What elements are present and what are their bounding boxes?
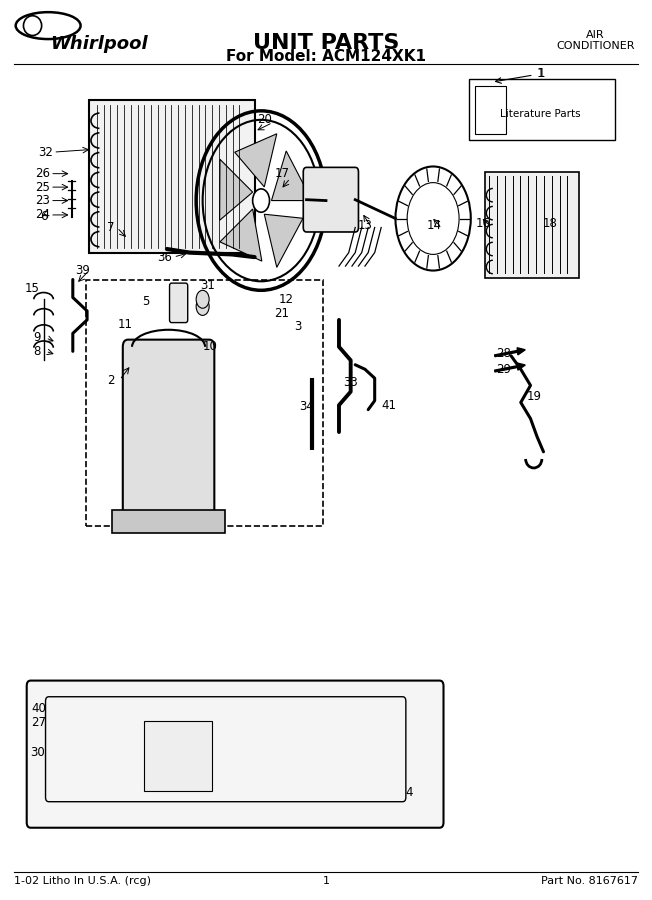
Text: 15: 15 [25, 282, 40, 295]
Polygon shape [220, 159, 253, 220]
Text: 17: 17 [274, 167, 289, 180]
Text: 6: 6 [40, 211, 48, 223]
Text: 11: 11 [117, 318, 132, 331]
Bar [144, 721, 213, 791]
Text: 31: 31 [200, 279, 215, 292]
Text: 1: 1 [538, 67, 545, 80]
Text: 40: 40 [31, 702, 46, 715]
Text: 39: 39 [75, 264, 90, 277]
Bar [485, 172, 579, 278]
FancyBboxPatch shape [27, 680, 443, 828]
Text: 30: 30 [30, 746, 44, 759]
Text: 13: 13 [357, 220, 372, 232]
Text: 25: 25 [35, 181, 50, 194]
Polygon shape [235, 134, 277, 187]
Text: 18: 18 [542, 218, 557, 230]
FancyArrow shape [495, 363, 526, 372]
Text: 41: 41 [381, 399, 396, 411]
Polygon shape [271, 151, 312, 201]
Bar [469, 79, 615, 140]
Text: AIR: AIR [586, 30, 605, 40]
Text: 32: 32 [38, 146, 53, 158]
Text: 33: 33 [344, 376, 358, 389]
Text: 5: 5 [142, 295, 149, 309]
Text: 16: 16 [475, 218, 490, 230]
Text: 19: 19 [526, 390, 541, 402]
Text: 8: 8 [33, 345, 41, 358]
Text: Literature Parts: Literature Parts [500, 109, 580, 119]
Text: 29: 29 [496, 363, 511, 376]
Text: 26: 26 [35, 167, 50, 180]
Text: 36: 36 [158, 250, 172, 264]
Text: 12: 12 [278, 292, 293, 306]
Text: For Model: ACM124XK1: For Model: ACM124XK1 [226, 49, 426, 64]
Text: 28: 28 [496, 346, 511, 360]
Text: 1-02 Litho In U.S.A. (rcg): 1-02 Litho In U.S.A. (rcg) [14, 876, 151, 886]
Text: 34: 34 [299, 400, 314, 413]
Text: Part No. 8167617: Part No. 8167617 [541, 876, 638, 886]
Bar [475, 86, 507, 134]
Text: 24: 24 [35, 209, 50, 221]
Text: 7: 7 [107, 221, 114, 234]
FancyBboxPatch shape [123, 339, 215, 520]
Bar [86, 280, 323, 526]
Circle shape [252, 189, 269, 212]
Text: 9: 9 [33, 331, 41, 345]
Polygon shape [264, 214, 303, 267]
Text: 1: 1 [537, 67, 544, 80]
Text: 21: 21 [274, 307, 289, 320]
Text: 1: 1 [323, 876, 329, 886]
Polygon shape [220, 209, 262, 261]
Text: 14: 14 [426, 220, 441, 232]
Text: 2: 2 [107, 374, 114, 386]
Text: Whirlpool: Whirlpool [50, 35, 148, 53]
FancyArrow shape [495, 347, 526, 356]
Text: 23: 23 [35, 194, 50, 207]
Text: CONDITIONER: CONDITIONER [556, 40, 634, 51]
Bar [89, 100, 254, 253]
Text: 3: 3 [294, 320, 301, 333]
Text: 10: 10 [203, 340, 218, 354]
FancyBboxPatch shape [303, 167, 359, 232]
Text: 20: 20 [257, 113, 272, 126]
Circle shape [196, 298, 209, 315]
Circle shape [196, 291, 209, 308]
Text: UNIT PARTS: UNIT PARTS [253, 32, 399, 53]
Text: 4: 4 [406, 787, 413, 799]
Text: 27: 27 [31, 716, 46, 729]
Bar [111, 510, 226, 533]
FancyBboxPatch shape [170, 284, 188, 322]
